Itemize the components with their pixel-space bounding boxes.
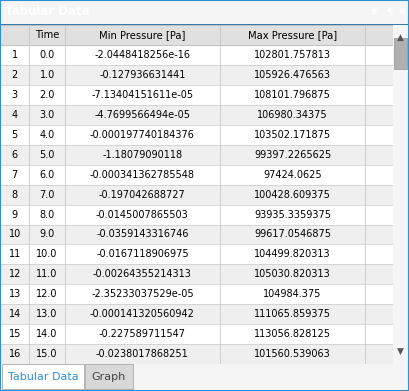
Bar [0,264,393,285]
Text: 7.0: 7.0 [39,190,55,199]
Text: -1.18079090118: -1.18079090118 [102,149,182,160]
Text: -0.197042688727: -0.197042688727 [99,190,186,199]
Text: 14: 14 [9,309,21,319]
Text: 8.0: 8.0 [40,210,55,219]
Text: 104499.820313: 104499.820313 [254,249,331,260]
Text: 105926.476563: 105926.476563 [254,70,331,80]
Bar [0,125,393,145]
Text: Tabular Data: Tabular Data [8,372,78,382]
Text: 5: 5 [11,129,18,140]
Text: Time: Time [35,30,59,39]
Text: 11: 11 [9,249,21,260]
Bar [0,244,393,264]
Text: 3.0: 3.0 [40,109,55,120]
Text: Tabular Data: Tabular Data [5,5,90,18]
Text: 12.0: 12.0 [36,289,58,300]
Text: ✕: ✕ [398,7,407,17]
Bar [0,104,393,125]
Text: 10.0: 10.0 [36,249,58,260]
Bar [0,45,393,65]
Text: 106980.34375: 106980.34375 [257,109,328,120]
Text: 111065.859375: 111065.859375 [254,309,331,319]
Bar [0,285,393,305]
Bar [0,305,393,325]
Bar [0,204,393,224]
Bar [2,364,84,389]
Text: 16: 16 [9,350,21,359]
Text: 13.0: 13.0 [36,309,58,319]
Text: 100428.609375: 100428.609375 [254,190,331,199]
Text: 11.0: 11.0 [36,269,58,280]
Text: -0.0167118906975: -0.0167118906975 [96,249,189,260]
Text: 7: 7 [11,170,18,179]
Bar [0,145,393,165]
Text: 4.0: 4.0 [40,129,55,140]
Text: Max Pressure [Pa]: Max Pressure [Pa] [248,30,337,39]
Text: -0.000141320560942: -0.000141320560942 [90,309,195,319]
Text: 15.0: 15.0 [36,350,58,359]
Text: 101560.539063: 101560.539063 [254,350,331,359]
Text: 14.0: 14.0 [36,330,58,339]
Text: ▲: ▲ [398,33,404,42]
Text: 104984.375: 104984.375 [263,289,322,300]
Text: 10: 10 [9,230,21,240]
Text: -0.127936631441: -0.127936631441 [99,70,186,80]
Text: -0.00264355214313: -0.00264355214313 [93,269,192,280]
Text: 2.0: 2.0 [39,90,55,100]
Text: -0.0145007865503: -0.0145007865503 [96,210,189,219]
Bar [394,38,407,69]
Bar [85,364,133,389]
Text: 0.0: 0.0 [40,50,55,59]
Text: Min Pressure [Pa]: Min Pressure [Pa] [99,30,186,39]
Bar [0,185,393,204]
Text: 9.0: 9.0 [40,230,55,240]
Bar [0,65,393,84]
Text: 93935.3359375: 93935.3359375 [254,210,331,219]
Text: -7.13404151611e-05: -7.13404151611e-05 [91,90,193,100]
Text: -0.000197740184376: -0.000197740184376 [90,129,195,140]
Bar [0,25,393,45]
Text: 113056.828125: 113056.828125 [254,330,331,339]
Text: 99617.0546875: 99617.0546875 [254,230,331,240]
Text: 105030.820313: 105030.820313 [254,269,331,280]
Text: 1: 1 [12,50,18,59]
Text: 3: 3 [12,90,18,100]
Text: ▼: ▼ [371,7,378,16]
Text: 13: 13 [9,289,21,300]
Text: 6.0: 6.0 [40,170,55,179]
Text: -2.0448418256e-16: -2.0448418256e-16 [94,50,190,59]
Text: ¶: ¶ [386,7,393,17]
Text: Graph: Graph [92,372,126,382]
Text: -4.7699566494e-05: -4.7699566494e-05 [94,109,190,120]
Text: 12: 12 [9,269,21,280]
Bar [0,165,393,185]
Text: -2.35233037529e-05: -2.35233037529e-05 [91,289,193,300]
Text: 1.0: 1.0 [40,70,55,80]
Text: -0.000341362785548: -0.000341362785548 [90,170,195,179]
Text: 99397.2265625: 99397.2265625 [254,149,331,160]
Text: 6: 6 [12,149,18,160]
Text: 5.0: 5.0 [39,149,55,160]
Text: -0.0359143316746: -0.0359143316746 [96,230,189,240]
Text: 2: 2 [11,70,18,80]
Text: 9: 9 [12,210,18,219]
Text: 15: 15 [9,330,21,339]
Text: -0.227589711547: -0.227589711547 [99,330,186,339]
Text: 103502.171875: 103502.171875 [254,129,331,140]
Bar [0,344,393,364]
Text: ▼: ▼ [398,347,404,356]
Text: 108101.796875: 108101.796875 [254,90,331,100]
Text: 4: 4 [12,109,18,120]
Bar [0,84,393,104]
Bar [0,325,393,344]
Bar [0,224,393,244]
Text: -0.0238017868251: -0.0238017868251 [96,350,189,359]
Text: 102801.757813: 102801.757813 [254,50,331,59]
Text: 8: 8 [12,190,18,199]
Text: 97424.0625: 97424.0625 [263,170,322,179]
